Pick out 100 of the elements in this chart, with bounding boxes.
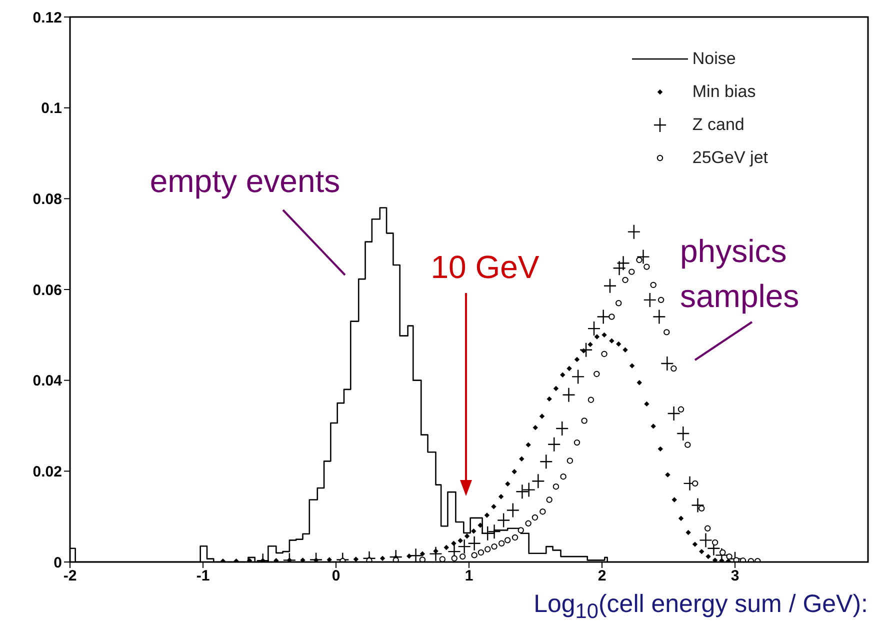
point bbox=[622, 347, 628, 353]
point bbox=[326, 557, 332, 562]
point bbox=[519, 456, 524, 462]
annotation: 10 GeV bbox=[430, 249, 540, 285]
point bbox=[471, 528, 476, 534]
point bbox=[678, 516, 684, 521]
point bbox=[546, 496, 552, 503]
point bbox=[636, 256, 642, 264]
point bbox=[512, 534, 518, 541]
x-tick-label: 1 bbox=[464, 568, 474, 585]
point bbox=[686, 530, 691, 536]
point bbox=[444, 544, 449, 550]
point bbox=[552, 484, 560, 490]
point bbox=[300, 558, 306, 562]
point bbox=[692, 542, 698, 547]
point bbox=[464, 534, 470, 539]
point bbox=[644, 264, 650, 270]
point bbox=[678, 406, 684, 412]
point bbox=[616, 256, 630, 271]
point bbox=[698, 505, 705, 512]
point bbox=[629, 363, 635, 368]
point bbox=[571, 369, 585, 384]
point bbox=[596, 309, 610, 324]
point bbox=[512, 469, 517, 474]
point bbox=[406, 553, 412, 559]
point bbox=[518, 527, 524, 534]
point bbox=[672, 497, 677, 502]
legend-label: Z cand bbox=[692, 114, 744, 136]
point bbox=[460, 553, 466, 560]
point bbox=[574, 356, 580, 362]
point bbox=[468, 536, 481, 551]
point bbox=[491, 504, 496, 510]
point bbox=[505, 481, 510, 486]
point bbox=[699, 548, 704, 554]
point bbox=[616, 341, 622, 347]
point bbox=[588, 342, 593, 348]
point bbox=[712, 539, 718, 546]
point bbox=[234, 558, 239, 562]
point bbox=[644, 401, 650, 407]
point bbox=[506, 502, 520, 518]
point bbox=[594, 334, 600, 340]
point bbox=[566, 366, 572, 372]
point bbox=[581, 418, 588, 424]
x-tick-label: -1 bbox=[196, 568, 210, 585]
point bbox=[609, 338, 614, 344]
point bbox=[665, 472, 670, 478]
legend-label: Noise bbox=[692, 48, 736, 70]
point bbox=[546, 396, 552, 402]
point bbox=[601, 350, 608, 358]
x-tick-label: 3 bbox=[730, 568, 740, 585]
point bbox=[622, 276, 628, 284]
point bbox=[504, 537, 511, 544]
point bbox=[496, 512, 510, 528]
point bbox=[419, 556, 426, 562]
point bbox=[353, 556, 359, 562]
point bbox=[658, 296, 664, 304]
y-tick-label: 0.12 bbox=[32, 9, 62, 26]
point bbox=[540, 454, 553, 470]
point bbox=[733, 557, 740, 562]
point bbox=[667, 406, 680, 422]
point bbox=[532, 474, 545, 489]
point bbox=[712, 558, 718, 562]
point bbox=[704, 525, 711, 532]
x-tick-label: 2 bbox=[598, 568, 606, 585]
point bbox=[706, 554, 711, 560]
point bbox=[478, 549, 484, 556]
point bbox=[380, 556, 386, 561]
point bbox=[566, 458, 574, 464]
point bbox=[498, 494, 504, 500]
point bbox=[532, 424, 538, 430]
point bbox=[532, 514, 538, 521]
annotation: physics samples bbox=[680, 233, 800, 314]
point bbox=[650, 424, 656, 429]
point bbox=[608, 314, 615, 320]
point bbox=[274, 558, 279, 562]
point bbox=[560, 474, 566, 480]
point bbox=[451, 555, 458, 562]
point bbox=[650, 282, 656, 288]
point bbox=[627, 224, 641, 240]
point bbox=[691, 498, 704, 513]
y-tick-label: 0.06 bbox=[32, 282, 62, 299]
point bbox=[660, 356, 674, 372]
point bbox=[556, 420, 569, 436]
point bbox=[539, 414, 545, 419]
point bbox=[720, 549, 726, 556]
point bbox=[616, 300, 622, 306]
point bbox=[684, 442, 691, 448]
x-tick-label: -2 bbox=[63, 568, 77, 585]
y-tick-label: 0.02 bbox=[32, 463, 62, 480]
point bbox=[692, 480, 698, 487]
legend-label: 25GeV jet bbox=[692, 146, 768, 168]
point bbox=[602, 332, 607, 338]
point bbox=[553, 386, 559, 392]
point bbox=[458, 538, 463, 544]
point bbox=[670, 365, 677, 372]
point bbox=[628, 268, 635, 275]
point bbox=[664, 329, 670, 336]
point bbox=[540, 508, 546, 515]
point bbox=[726, 553, 732, 560]
point bbox=[491, 543, 498, 550]
